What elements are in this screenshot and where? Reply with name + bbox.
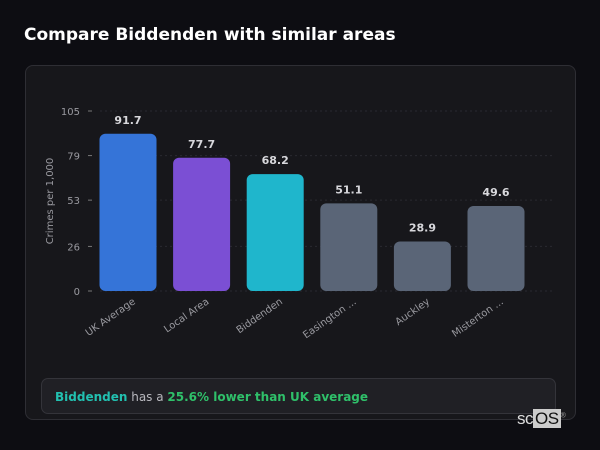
x-tick-label: Auckley — [394, 296, 433, 328]
y-tick-label: 0 — [74, 287, 80, 298]
summary-place: Biddenden — [55, 390, 128, 404]
bar — [173, 157, 231, 291]
x-tick-label: Misterton ... — [450, 296, 505, 339]
y-tick-label: 26 — [67, 242, 80, 253]
y-tick-label: 53 — [67, 196, 80, 207]
bar — [246, 174, 304, 291]
y-tick-label: 105 — [61, 107, 80, 118]
summary-text: has a — [127, 390, 168, 404]
bar — [393, 241, 451, 291]
bar — [467, 205, 525, 291]
value-label: 68.2 — [262, 154, 289, 167]
scos-logo: sc OS ® — [517, 409, 566, 428]
x-tick-label: Local Area — [162, 296, 211, 335]
summary-box: Biddenden has a 25.6% lower than UK aver… — [41, 378, 556, 414]
x-tick-label: Biddenden — [235, 296, 285, 336]
x-tick-label: Easington ... — [301, 296, 358, 341]
value-label: 91.7 — [114, 114, 141, 127]
value-label: 51.1 — [335, 183, 362, 196]
page-title: Compare Biddenden with similar areas — [24, 25, 396, 45]
summary-highlight: 25.6% lower than UK average — [167, 390, 369, 404]
bar — [320, 203, 378, 291]
y-axis-label: Crimes per 1,000 — [45, 158, 56, 245]
x-tick-label: UK Average — [84, 296, 138, 338]
bar — [99, 133, 157, 291]
value-label: 77.7 — [188, 138, 215, 151]
value-label: 28.9 — [409, 221, 436, 234]
value-label: 49.6 — [482, 186, 509, 199]
y-tick-label: 79 — [67, 152, 80, 163]
